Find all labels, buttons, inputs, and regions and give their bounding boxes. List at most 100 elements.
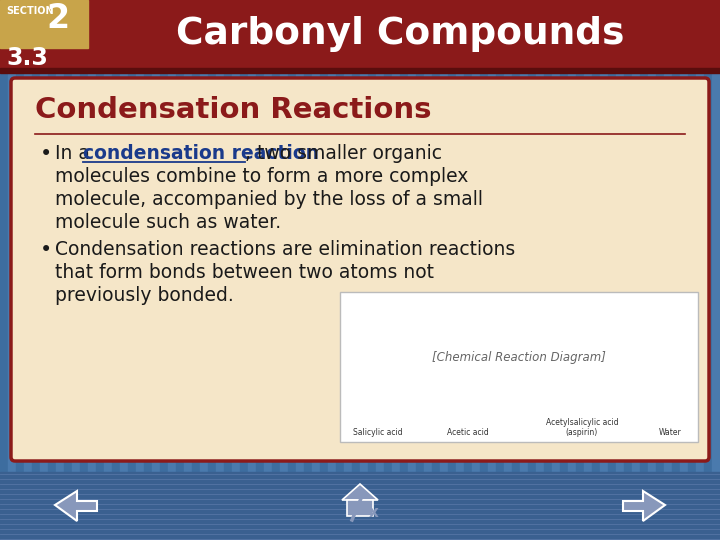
Bar <box>624 74 632 474</box>
Bar <box>352 74 360 474</box>
Text: SECTION: SECTION <box>6 6 53 16</box>
Bar <box>520 74 528 474</box>
Text: In a: In a <box>55 144 96 163</box>
Bar <box>96 74 104 474</box>
Bar <box>88 74 96 474</box>
Bar <box>504 74 512 474</box>
Text: Acetic acid: Acetic acid <box>447 428 489 437</box>
Bar <box>384 74 392 474</box>
Bar <box>712 74 720 474</box>
Bar <box>424 74 432 474</box>
Bar <box>696 74 704 474</box>
Bar <box>616 74 624 474</box>
Bar <box>464 74 472 474</box>
Bar <box>32 74 40 474</box>
Bar <box>680 74 688 474</box>
Bar <box>232 74 240 474</box>
Bar <box>512 74 520 474</box>
Bar <box>400 74 408 474</box>
Text: previously bonded.: previously bonded. <box>55 286 234 305</box>
Bar <box>336 74 344 474</box>
Bar <box>608 74 616 474</box>
Bar <box>576 74 584 474</box>
Bar <box>664 74 672 474</box>
Bar <box>347 500 373 516</box>
Bar <box>480 74 488 474</box>
Polygon shape <box>342 484 378 500</box>
Bar <box>320 74 328 474</box>
Text: •: • <box>40 240 53 260</box>
Bar <box>432 74 440 474</box>
Bar <box>328 74 336 474</box>
Bar <box>344 74 352 474</box>
Bar <box>72 74 80 474</box>
Bar <box>528 74 536 474</box>
Bar <box>24 74 32 474</box>
Bar <box>560 74 568 474</box>
Bar <box>200 74 208 474</box>
Bar <box>104 74 112 474</box>
Bar <box>340 292 698 442</box>
Bar <box>592 74 600 474</box>
Bar <box>272 74 280 474</box>
Bar <box>288 74 296 474</box>
Bar <box>0 0 720 68</box>
Text: Condensation reactions are elimination reactions: Condensation reactions are elimination r… <box>55 240 516 259</box>
Text: molecule, accompanied by the loss of a small: molecule, accompanied by the loss of a s… <box>55 190 483 209</box>
Bar <box>0 472 720 540</box>
Bar <box>584 74 592 474</box>
Bar <box>312 74 320 474</box>
Bar <box>256 74 264 474</box>
Bar <box>296 74 304 474</box>
Text: 3.3: 3.3 <box>6 46 48 70</box>
Text: , two smaller organic: , two smaller organic <box>245 144 442 163</box>
Bar <box>488 74 496 474</box>
Bar <box>112 74 120 474</box>
Text: molecules combine to form a more complex: molecules combine to form a more complex <box>55 167 469 186</box>
Bar <box>216 74 224 474</box>
Bar <box>304 74 312 474</box>
Text: Acetylsalicylic acid
(aspirin): Acetylsalicylic acid (aspirin) <box>546 417 618 437</box>
Bar <box>64 74 72 474</box>
Bar <box>656 74 664 474</box>
Bar <box>704 74 712 474</box>
Bar <box>544 74 552 474</box>
Bar <box>472 74 480 474</box>
Bar <box>0 0 88 48</box>
Bar <box>224 74 232 474</box>
Polygon shape <box>623 491 665 521</box>
Bar <box>192 74 200 474</box>
Bar <box>0 68 720 73</box>
Bar <box>0 74 8 474</box>
Bar <box>440 74 448 474</box>
Bar <box>40 74 48 474</box>
Bar <box>552 74 560 474</box>
Bar <box>416 74 424 474</box>
Text: condensation reaction: condensation reaction <box>83 144 319 163</box>
Bar <box>456 74 464 474</box>
Bar <box>368 74 376 474</box>
Bar <box>128 74 136 474</box>
Bar <box>176 74 184 474</box>
Bar <box>600 74 608 474</box>
Bar <box>632 74 640 474</box>
Bar <box>568 74 576 474</box>
Bar <box>240 74 248 474</box>
FancyBboxPatch shape <box>11 78 709 461</box>
Bar <box>8 74 16 474</box>
Text: Condensation Reactions: Condensation Reactions <box>35 96 431 124</box>
Bar <box>264 74 272 474</box>
Bar <box>448 74 456 474</box>
Text: •: • <box>40 144 53 164</box>
Bar <box>160 74 168 474</box>
Bar <box>648 74 656 474</box>
Bar <box>392 74 400 474</box>
Text: Water: Water <box>659 428 681 437</box>
Bar <box>136 74 144 474</box>
Bar <box>184 74 192 474</box>
Bar <box>536 74 544 474</box>
Text: Carbonyl Compounds: Carbonyl Compounds <box>176 16 624 52</box>
Bar <box>80 74 88 474</box>
Bar <box>120 74 128 474</box>
Text: that form bonds between two atoms not: that form bonds between two atoms not <box>55 263 434 282</box>
